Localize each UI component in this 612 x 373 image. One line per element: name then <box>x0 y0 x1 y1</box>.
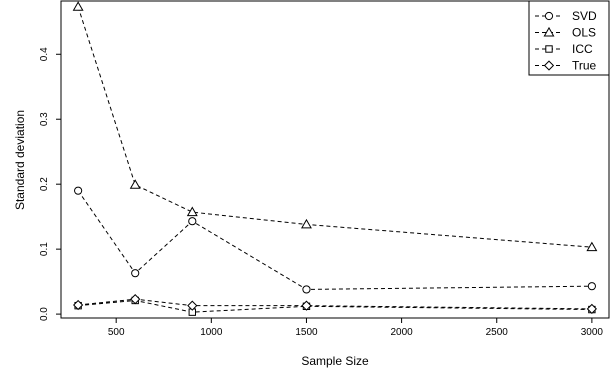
legend-label: OLS <box>572 26 596 40</box>
diamond-marker <box>586 303 597 315</box>
legend-item-svd: SVD <box>535 9 597 23</box>
diamond-marker <box>187 300 198 311</box>
legend-label: True <box>572 59 597 73</box>
y-tick-label: 0.3 <box>39 112 50 126</box>
legend-item-true: True <box>535 59 597 73</box>
x-axis-label: Sample Size <box>301 354 369 368</box>
diamond-marker <box>73 299 84 311</box>
diamond-marker <box>543 60 555 71</box>
legend-box <box>528 0 610 76</box>
series-layer <box>72 1 598 316</box>
circle-marker <box>188 217 197 226</box>
legend-item-icc: ICC <box>535 42 593 56</box>
series-icc <box>74 296 596 316</box>
x-tick-label: 2000 <box>390 327 413 338</box>
triangle-marker <box>72 1 84 11</box>
square-marker <box>545 45 553 53</box>
x-tick-label: 3000 <box>581 327 604 338</box>
y-axis: 0.0 0.1 0.2 0.3 0.4 <box>39 47 61 321</box>
series-line <box>77 190 592 290</box>
diamond-marker <box>301 300 312 311</box>
circle-marker <box>587 282 596 291</box>
x-tick-label: 2500 <box>486 327 509 338</box>
circle-marker <box>302 285 311 294</box>
legend-label: SVD <box>572 9 597 23</box>
x-tick-label: 500 <box>108 327 125 338</box>
y-tick-label: 0.1 <box>39 242 50 256</box>
circle-marker <box>74 186 83 195</box>
series-line <box>77 6 592 248</box>
x-tick-label: 1500 <box>295 327 318 338</box>
y-tick-label: 0.2 <box>39 177 50 191</box>
y-tick-label: 0.4 <box>39 47 50 61</box>
y-axis-label: Standard deviation <box>13 110 27 210</box>
legend-label: ICC <box>572 42 593 56</box>
x-tick-label: 1000 <box>200 327 223 338</box>
plot-frame <box>60 0 610 319</box>
triangle-marker <box>586 241 598 252</box>
triangle-marker <box>300 218 312 229</box>
triangle-marker <box>129 179 141 189</box>
series-line <box>78 298 592 310</box>
triangle-marker <box>186 206 198 217</box>
diamond-marker <box>130 294 141 305</box>
circle-marker <box>131 269 140 278</box>
series-svd <box>74 186 596 294</box>
series-true <box>73 294 597 315</box>
legend-item-ols: OLS <box>535 26 596 40</box>
triangle-marker <box>543 26 555 37</box>
y-tick-label: 0.0 <box>39 307 50 321</box>
series-ols <box>72 1 598 252</box>
series-line <box>78 299 592 313</box>
circle-marker <box>544 11 554 21</box>
x-axis: 500 1000 1500 2000 2500 3000 <box>108 318 604 338</box>
legend: SVD OLS ICC True <box>528 0 610 76</box>
